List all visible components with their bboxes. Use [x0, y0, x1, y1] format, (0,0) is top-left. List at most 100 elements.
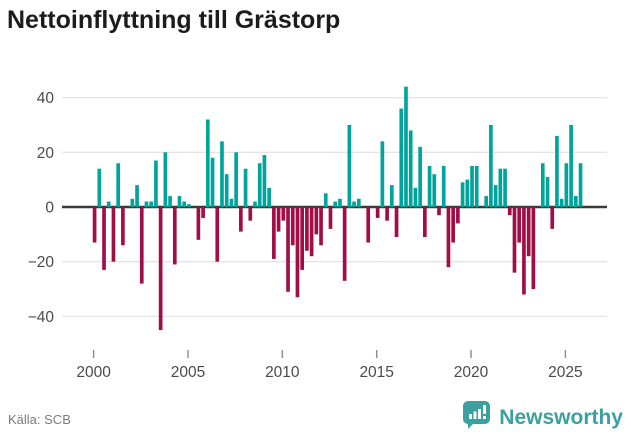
bar — [456, 207, 460, 224]
bar — [338, 198, 342, 207]
y-axis-tick-label: 40 — [37, 90, 55, 107]
bar — [404, 86, 408, 207]
bar — [352, 201, 356, 207]
bar — [168, 196, 172, 207]
exclamation-dot — [483, 416, 487, 419]
bar — [342, 207, 347, 281]
bar — [229, 198, 234, 207]
bar — [205, 119, 210, 207]
newsworthy-logo-icon — [462, 400, 491, 435]
bar — [573, 196, 578, 207]
newsworthy-wordmark: Newsworthy — [499, 405, 623, 429]
bar — [559, 198, 564, 207]
bar — [144, 201, 149, 207]
bar — [92, 207, 97, 243]
bar — [427, 165, 432, 207]
bar — [314, 207, 319, 235]
bar — [380, 141, 385, 207]
bar — [498, 168, 503, 207]
bar — [224, 174, 229, 207]
bar — [484, 196, 489, 207]
bar — [333, 201, 338, 207]
bar — [545, 176, 550, 207]
mini-bar — [478, 409, 482, 419]
bar — [526, 207, 531, 257]
bar — [182, 201, 187, 207]
bar — [569, 124, 573, 207]
bar — [139, 207, 144, 284]
bar — [564, 163, 569, 207]
bar — [286, 207, 290, 292]
bar — [187, 204, 191, 207]
bar — [309, 207, 314, 257]
bar — [432, 174, 437, 207]
bar — [272, 207, 276, 259]
bar — [210, 157, 215, 207]
bar — [418, 146, 422, 207]
y-axis-tick-label: 20 — [37, 145, 55, 162]
bar — [366, 207, 371, 243]
bar — [555, 135, 559, 207]
bar — [305, 207, 309, 251]
bar — [517, 207, 522, 243]
bar — [177, 196, 182, 207]
bar — [474, 165, 479, 207]
bar — [158, 207, 163, 331]
bar — [385, 207, 389, 221]
bar — [276, 207, 281, 232]
bar — [234, 152, 238, 207]
bar — [328, 207, 333, 229]
bar — [135, 185, 139, 207]
bar — [253, 201, 257, 207]
bar — [531, 207, 536, 290]
bar — [116, 163, 121, 207]
bar — [248, 207, 253, 221]
bar — [522, 207, 526, 295]
bar — [267, 187, 271, 207]
bar — [408, 130, 413, 207]
bar — [130, 198, 135, 207]
bar — [512, 207, 517, 273]
bar — [97, 168, 102, 207]
bar — [239, 207, 243, 232]
bar — [319, 207, 323, 246]
bar — [215, 207, 220, 262]
chart-title: Nettoinflyttning till Grästorp — [7, 6, 341, 34]
bar — [540, 163, 545, 207]
x-axis-tick-label: 2025 — [548, 364, 582, 381]
x-axis-tick-label: 2005 — [171, 364, 205, 381]
bar — [465, 179, 470, 207]
bar — [437, 207, 441, 216]
bar — [323, 193, 328, 207]
bar — [507, 207, 512, 216]
bar — [489, 124, 493, 207]
bar — [295, 207, 300, 298]
bar — [257, 163, 262, 207]
bar — [394, 207, 399, 238]
bar — [423, 207, 427, 238]
bar — [172, 207, 177, 265]
bar — [460, 182, 465, 207]
bar — [111, 207, 116, 262]
bar — [290, 207, 295, 246]
y-axis-tick-label: −40 — [28, 309, 55, 326]
bar — [399, 108, 404, 207]
bar — [281, 207, 286, 221]
bar — [356, 198, 361, 207]
bar — [413, 187, 418, 207]
x-axis-tick-label: 2010 — [265, 364, 300, 381]
x-axis-tick-label: 2020 — [454, 364, 489, 381]
bar — [470, 165, 474, 207]
bar — [550, 207, 555, 229]
bar — [201, 207, 205, 218]
bar — [300, 207, 305, 270]
bar — [149, 201, 154, 207]
y-axis-tick-label: 0 — [45, 200, 54, 217]
mini-bar — [469, 414, 473, 419]
bar — [163, 152, 168, 207]
bar — [102, 207, 106, 270]
bar — [121, 207, 125, 246]
bar — [375, 207, 380, 218]
bar — [503, 168, 507, 207]
